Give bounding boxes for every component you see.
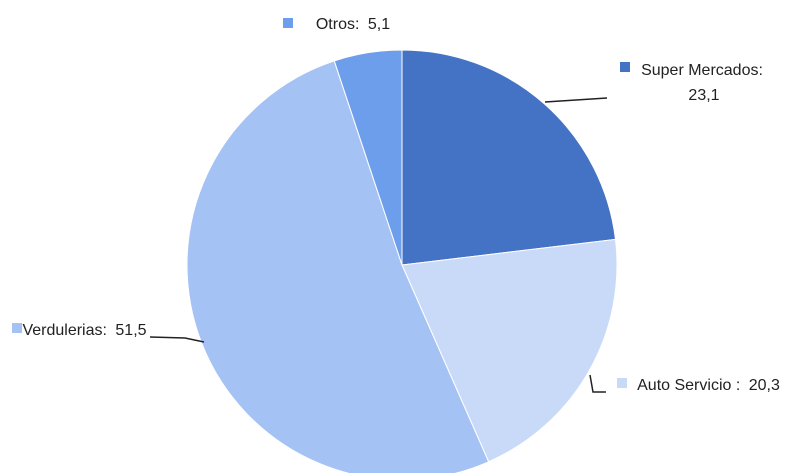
category-label: Auto Servicio :	[637, 377, 741, 394]
leader-line	[589, 374, 606, 393]
legend-swatch	[617, 378, 627, 388]
pie-slice	[333, 49, 403, 266]
leader-line	[544, 97, 608, 103]
category-label: Super Mercados:	[641, 62, 763, 79]
slice-label: Auto Servicio : 20,3	[636, 373, 781, 398]
value-label: 20,3	[748, 377, 780, 394]
value-label: 51,5	[115, 322, 147, 339]
slice-label: Otros: 5,1	[298, 12, 408, 37]
pie-slice	[401, 238, 618, 463]
legend-swatch	[620, 62, 630, 72]
category-label: Otros:	[315, 16, 360, 33]
slices	[186, 49, 618, 473]
leader-line	[149, 336, 205, 343]
legend-swatch	[12, 323, 22, 333]
slice-label: Verdulerias: 51,5	[22, 318, 147, 343]
legend-swatch	[283, 18, 293, 28]
category-label: Verdulerias:	[22, 322, 107, 339]
slice-label: Super Mercados: 23,1	[632, 58, 772, 108]
pie-slice	[401, 49, 617, 266]
value-label: 5,1	[367, 16, 391, 33]
value-label: 23,1	[688, 87, 720, 104]
